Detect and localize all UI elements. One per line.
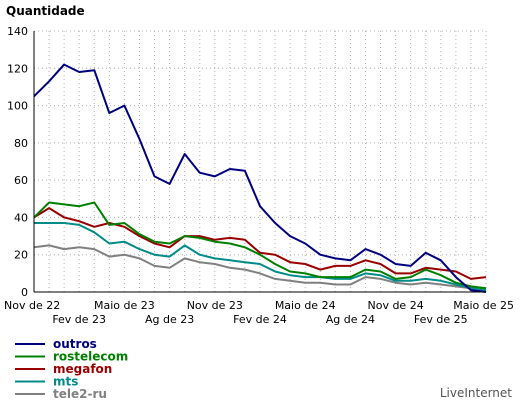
legend-label-megafon: megafon xyxy=(53,362,112,376)
x-tick-labels: Nov de 22 Maio de 23 Nov de 23 Maio de 24 No… xyxy=(4,299,514,326)
x-tick-label: Fev de 25 xyxy=(414,313,468,326)
legend-label-mts: mts xyxy=(53,375,78,389)
series-line-mts xyxy=(34,222,487,292)
series-line-tele2-ru xyxy=(33,244,487,292)
series-line-megafon xyxy=(33,207,487,280)
legend-label-outros: outros xyxy=(53,337,97,351)
y-tick-label: 20 xyxy=(14,249,28,262)
y-tick-label: 120 xyxy=(7,62,28,75)
y-axis-label: Quantidade xyxy=(6,4,85,18)
plot-area xyxy=(34,31,486,292)
series-line-outros xyxy=(33,63,487,293)
legend-label-tele2-ru: tele2-ru xyxy=(53,387,107,401)
legend-label-rostelecom: rostelecom xyxy=(53,350,128,364)
x-tick-label: Ag de 24 xyxy=(326,313,375,326)
x-tick-label: Maio de 24 xyxy=(275,299,336,312)
x-tick-label: Nov de 24 xyxy=(367,299,423,312)
x-tick-label: Fev de 24 xyxy=(233,313,287,326)
y-tick-label: 40 xyxy=(14,211,28,224)
x-tick-label: Fev de 23 xyxy=(52,313,106,326)
series-line-rostelecom xyxy=(33,201,487,290)
y-tick-label: 140 xyxy=(7,25,28,38)
series-lines xyxy=(33,63,487,293)
gridlines xyxy=(34,30,487,292)
x-tick-label: Ag de 23 xyxy=(145,313,194,326)
x-tick-label: Maio de 25 xyxy=(453,299,514,312)
credit-label: LiveInternet xyxy=(440,386,512,400)
x-tick-label: Nov de 23 xyxy=(187,299,243,312)
x-tick-label: Maio de 23 xyxy=(94,299,155,312)
y-tick-label: 80 xyxy=(14,137,28,150)
x-tick-label: Nov de 22 xyxy=(4,299,60,312)
y-tick-label: 0 xyxy=(21,286,28,299)
y-tick-label: 60 xyxy=(14,174,28,187)
y-tick-labels: 0 20 40 60 80 100 120 140 xyxy=(7,25,28,299)
y-tick-label: 100 xyxy=(7,100,28,113)
